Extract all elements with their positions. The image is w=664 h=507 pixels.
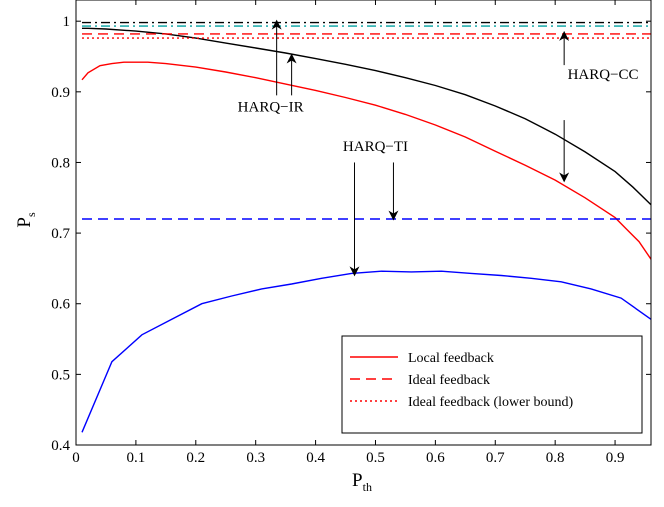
y-axis-title-sub: s xyxy=(24,212,38,217)
series-cc-local xyxy=(82,27,652,206)
y-axis-title-main: P xyxy=(14,217,35,228)
annotation-label: HARQ−IR xyxy=(238,100,304,116)
x-tick-label: 0.7 xyxy=(486,450,505,466)
x-tick-label: 0.6 xyxy=(426,450,445,466)
series-ti-local xyxy=(81,270,652,433)
annotation-bg xyxy=(563,65,644,85)
x-tick-label: 0.1 xyxy=(127,450,146,466)
legend: Local feedback Ideal feedback Ideal feedba… xyxy=(341,335,643,434)
y-tick-label: 0.8 xyxy=(51,155,70,171)
series-ir-local xyxy=(81,61,652,260)
arrow-layer xyxy=(271,19,570,277)
y-tick-label: 0.9 xyxy=(51,85,70,101)
x-tick-label: 0.9 xyxy=(606,450,625,466)
x-tick-label: 0 xyxy=(72,450,80,466)
y-tick-label: 0.6 xyxy=(51,297,70,313)
x-tick-label: 0.3 xyxy=(246,450,265,466)
annotation-layer: HARQ−IR HARQ−TI HARQ−CC xyxy=(230,65,644,157)
x-tick-label: 0.2 xyxy=(186,450,205,466)
x-tick-label: 0.8 xyxy=(546,450,565,466)
legend-box xyxy=(341,335,643,434)
annotation-label: HARQ−CC xyxy=(568,67,639,83)
annotation-bg xyxy=(230,97,311,117)
x-tick-label: 0.4 xyxy=(306,450,325,466)
x-axis-title: Pth xyxy=(352,470,372,494)
x-axis-title-sub: th xyxy=(363,480,372,494)
legend-label-ir-local: Local feedback xyxy=(408,351,494,366)
y-tick-label: 1 xyxy=(63,14,71,30)
axis-ticks: 0 0.1 0.2 0.3 0.4 0.5 0.6 0.7 0.8 0.9 0.4 0.5 0.6 0.7… xyxy=(51,0,651,466)
x-tick-label: 0.5 xyxy=(366,450,385,466)
annotation-bg xyxy=(335,137,416,157)
y-tick-label: 0.5 xyxy=(51,367,70,383)
y-tick-label: 0.7 xyxy=(51,226,70,242)
y-tick-label: 0.4 xyxy=(51,438,70,454)
x-axis-title-main: P xyxy=(352,470,363,491)
series-layer xyxy=(81,21,652,433)
annotation-label: HARQ−TI xyxy=(343,139,408,155)
y-axis-title: Ps xyxy=(14,212,38,228)
legend-label-ir-ideal-lb: Ideal feedback (lower bound) xyxy=(408,395,574,410)
legend-label-ir-ideal: Ideal feedback xyxy=(408,373,490,388)
plot-frame xyxy=(75,0,652,446)
